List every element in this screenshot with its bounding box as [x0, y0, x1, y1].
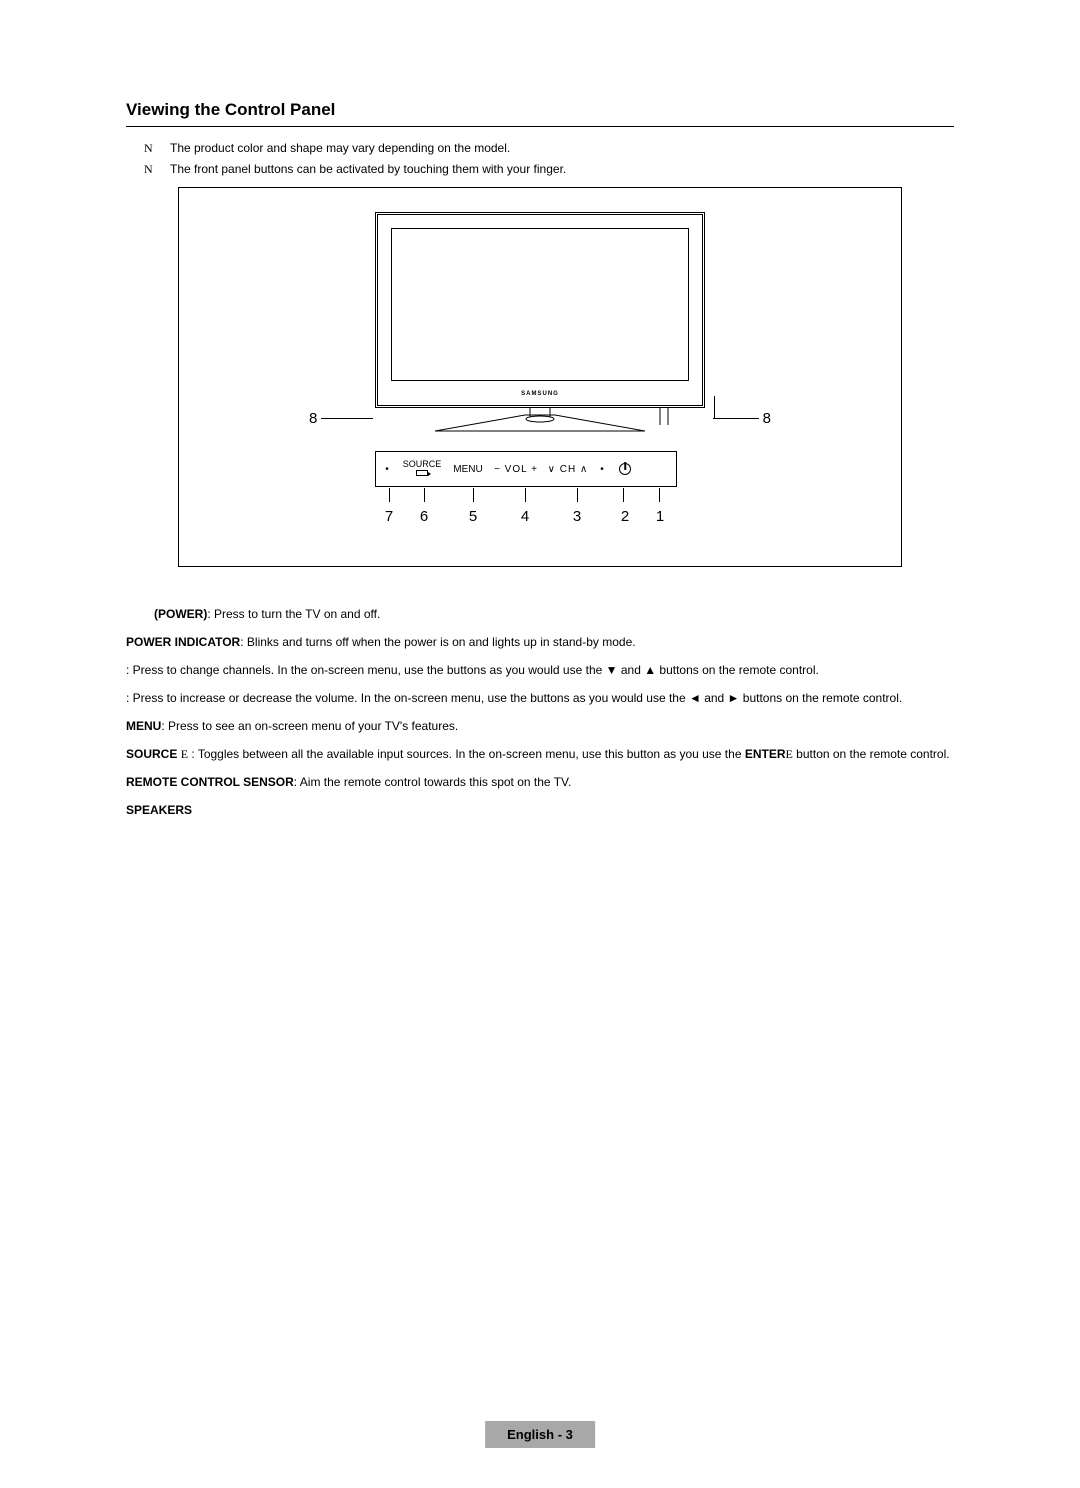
callout-tick: [525, 488, 526, 502]
description-item: SPEAKERS: [126, 801, 954, 819]
section-title: Viewing the Control Panel: [126, 100, 954, 127]
vol-label: − VOL +: [490, 464, 542, 475]
tv-brand: SAMSUNG: [378, 391, 702, 397]
note-text: The front panel buttons can be activated…: [170, 162, 566, 177]
power-icon: [610, 463, 640, 475]
callout-8-left: 8: [309, 410, 317, 427]
callout-8-right: 8: [763, 410, 771, 427]
note-bullet: N: [144, 141, 158, 156]
notes-block: N The product color and shape may vary d…: [126, 141, 954, 177]
diagram-frame: SAMSUNG 8 8 • SOURCE: [178, 187, 902, 567]
callout-number: 7: [385, 508, 393, 525]
description-item: REMOTE CONTROL SENSOR: Aim the remote co…: [126, 773, 954, 791]
callout-tick: [577, 488, 578, 502]
tv-stand: [375, 408, 705, 436]
callout-tick: [659, 488, 660, 502]
description-item: MENU: Press to see an on-screen menu of …: [126, 717, 954, 735]
tv-illustration: SAMSUNG: [375, 212, 705, 436]
page-footer: English - 3: [485, 1421, 595, 1448]
description-list: (POWER): Press to turn the TV on and off…: [126, 605, 954, 819]
callout-tick: [623, 488, 624, 502]
callout-number: 1: [656, 508, 664, 525]
description-item: (POWER): Press to turn the TV on and off…: [126, 605, 954, 623]
note-line: N The product color and shape may vary d…: [144, 141, 954, 156]
note-text: The product color and shape may vary dep…: [170, 141, 510, 156]
tv-screen: [391, 228, 689, 381]
description-item: : Press to change channels. In the on-sc…: [126, 661, 954, 679]
source-label: SOURCE: [398, 460, 446, 478]
note-bullet: N: [144, 162, 158, 177]
ch-label: ∨ CH ∧: [542, 464, 594, 475]
callout-tick: [473, 488, 474, 502]
note-line: N The front panel buttons can be activat…: [144, 162, 954, 177]
description-item: SOURCE E : Toggles between all the avail…: [126, 745, 954, 763]
sensor-dot-icon: •: [376, 464, 398, 475]
callout-tick: [389, 488, 390, 502]
description-item: : Press to increase or decrease the volu…: [126, 689, 954, 707]
source-enter-icon: [416, 470, 428, 476]
callout-number: 3: [573, 508, 581, 525]
menu-label: MENU: [446, 464, 490, 475]
indicator-dot-icon: •: [594, 464, 610, 475]
description-item: POWER INDICATOR: Blinks and turns off wh…: [126, 633, 954, 651]
control-panel: • SOURCE MENU − VOL + ∨ CH ∧ •: [375, 451, 677, 487]
callout-number: 6: [420, 508, 428, 525]
callout-number: 4: [521, 508, 529, 525]
callout-tick: [424, 488, 425, 502]
callout-number: 5: [469, 508, 477, 525]
callout-number: 2: [621, 508, 629, 525]
